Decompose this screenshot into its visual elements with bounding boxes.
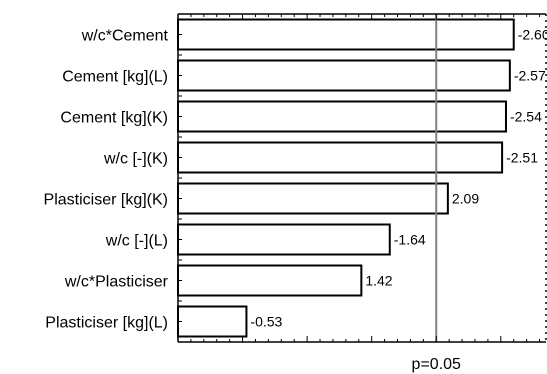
category-label: Plasticiser [kg](K) <box>44 192 168 209</box>
reference-line-label: p=0.05 <box>412 356 461 373</box>
value-labels: -2.60 -2.57 -2.54 -2.51 2.09 -1.64 1.42 -0.53 <box>250 27 547 330</box>
category-labels: w/c*Cement Cement [kg](L) Cement [kg](K) w/… <box>44 28 169 332</box>
value-label: -2.60 <box>518 27 547 43</box>
value-label: -1.64 <box>394 232 426 248</box>
bar <box>177 182 449 215</box>
value-label: 2.09 <box>452 191 479 207</box>
category-label: Cement [kg](K) <box>60 110 168 127</box>
category-label: w/c*Plasticiser <box>64 274 169 291</box>
category-label: w/c [-](K) <box>103 151 168 168</box>
category-label: w/c*Cement <box>81 28 169 45</box>
value-label: -2.57 <box>514 68 546 84</box>
bar <box>177 223 391 256</box>
bar <box>177 305 248 338</box>
value-label: 1.42 <box>365 273 392 289</box>
bar <box>177 18 515 51</box>
bar <box>177 141 504 174</box>
value-label: -2.54 <box>510 109 542 125</box>
category-label: Cement [kg](L) <box>62 69 168 86</box>
bars-group <box>177 18 515 338</box>
category-label: w/c [-](L) <box>105 233 168 250</box>
category-label: Plasticiser [kg](L) <box>45 315 168 332</box>
bar <box>177 264 363 297</box>
bar <box>177 59 511 92</box>
bar <box>177 100 507 133</box>
value-label: -2.51 <box>506 150 538 166</box>
value-label: -0.53 <box>250 314 282 330</box>
axis-ticks <box>178 13 541 342</box>
